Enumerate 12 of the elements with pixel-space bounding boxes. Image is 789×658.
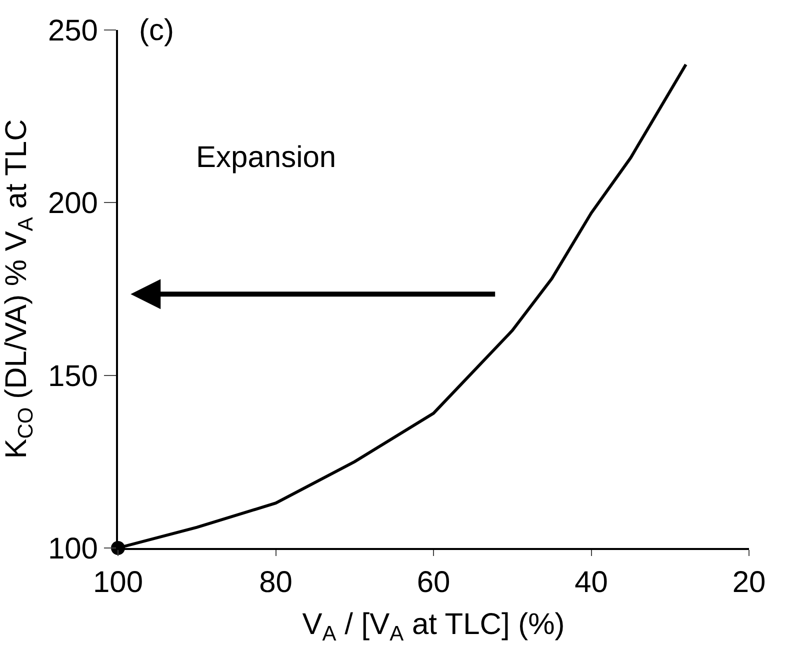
annotation: Expansion [196,141,336,174]
x-tick-label: 60 [416,566,450,599]
y-tick-label: 100 [48,532,98,566]
y-tick-label: 250 [48,14,98,48]
x-tick-label: 100 [92,566,144,599]
x-axis-title: V$_{A}$ / [V$_{A}$ at TLC] (%) [302,608,565,646]
x-tick-label: 20 [732,566,766,599]
y-tick-label: 200 [48,187,98,220]
x-tick-label: 40 [574,566,608,599]
x-tick-label: 80 [259,566,292,599]
y-tick-label: 150 [48,360,98,393]
chart-title: (c) [139,14,174,47]
